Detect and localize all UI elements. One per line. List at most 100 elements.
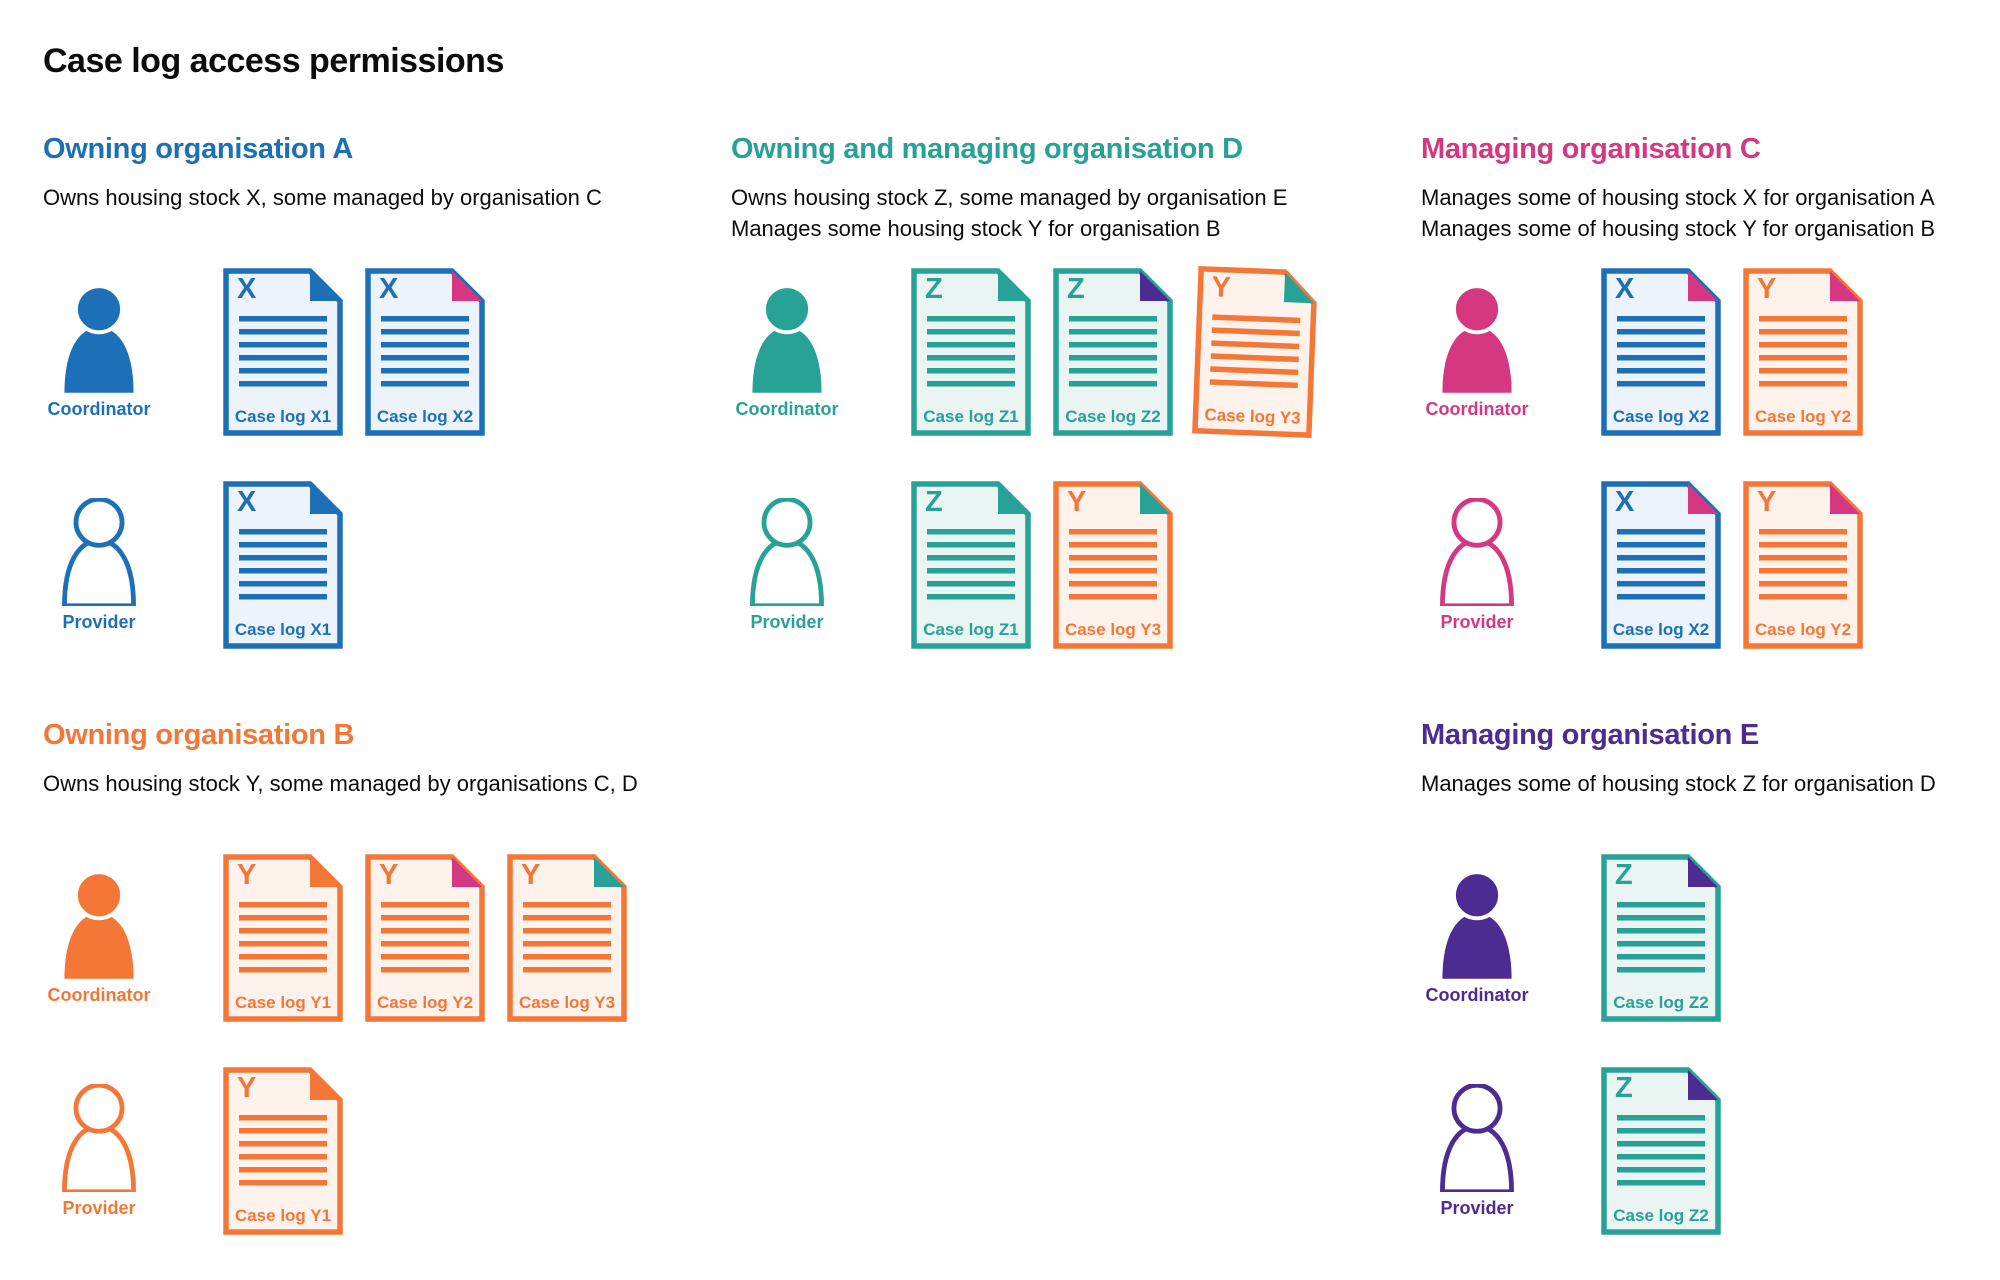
role-label: Provider — [1440, 1197, 1514, 1218]
case-log-label: Case log Z1 — [923, 407, 1019, 426]
case-log-document: Y Case log Y2 — [1743, 481, 1863, 649]
coordinator-row: Coordinator Z Case log Z1 Z — [731, 266, 1421, 438]
section-description: Manages some of housing stock X for orga… — [1421, 182, 1957, 244]
provider-figure: Provider — [43, 497, 155, 633]
case-log-label: Case log Z1 — [923, 620, 1019, 639]
section-heading: Owning organisation A — [43, 133, 354, 165]
case-log-label: Case log X1 — [234, 620, 332, 639]
case-log-document: Y Case log Y3 — [1192, 266, 1318, 438]
case-log-label: Case log Y2 — [1754, 620, 1852, 639]
description-line: Owns housing stock Y, some managed by or… — [43, 771, 638, 796]
role-label: Coordinator — [735, 398, 839, 419]
section-managing-organisation-c: Managing organisation C Manages some of … — [1421, 133, 1957, 649]
case-log-document: X Case log X1 — [223, 481, 343, 649]
case-log-document: Y Case log Y3 — [1053, 481, 1173, 649]
coordinator-row: Coordinator X Case log X2 Y — [1421, 268, 1957, 436]
stock-letter: Z — [1615, 1072, 1633, 1104]
section-description: Owns housing stock Y, some managed by or… — [43, 768, 731, 830]
case-log-document: Y Case log Y1 — [223, 854, 343, 1022]
coordinator-row: Coordinator Y Case log Y1 Y — [43, 854, 731, 1022]
provider-figure: Provider — [731, 497, 843, 633]
document-icon — [223, 268, 343, 436]
role-label: Provider — [62, 1197, 136, 1218]
document-icon — [223, 854, 343, 1022]
case-log-document: Y Case log Y2 — [1743, 268, 1863, 436]
provider-row: Provider X Case log X2 Y Cas — [1421, 481, 1957, 649]
document-icon — [1601, 1067, 1721, 1235]
stock-letter: Y — [1067, 486, 1087, 518]
case-log-document: Z Case log Z2 — [1601, 1067, 1721, 1235]
section-owning-organisation-b: Owning organisation B Owns housing stock… — [43, 719, 731, 1235]
description-line: Owns housing stock X, some managed by or… — [43, 185, 602, 210]
role-label: Coordinator — [47, 984, 151, 1005]
document-icon — [1743, 481, 1863, 649]
coordinator-row: Coordinator Z Case log Z2 — [1421, 854, 1957, 1022]
section-description: Manages some of housing stock Z for orga… — [1421, 768, 1957, 830]
description-line: Manages some of housing stock Z for orga… — [1421, 771, 1936, 796]
document-icon — [911, 481, 1031, 649]
case-log-document: Z Case log Z2 — [1053, 268, 1173, 436]
provider-figure: Provider — [1421, 1083, 1533, 1219]
case-log-label: Case log Y3 — [518, 993, 616, 1012]
case-log-document: Z Case log Z1 — [911, 268, 1031, 436]
role-label: Coordinator — [1425, 984, 1529, 1005]
page-title: Case log access permissions — [43, 42, 504, 80]
description-line: Manages some of housing stock Y for orga… — [1421, 216, 1936, 241]
provider-person-icon — [1440, 497, 1514, 606]
stock-letter: Y — [1757, 273, 1777, 305]
description-line: Owns housing stock Z, some managed by or… — [731, 185, 1288, 210]
provider-row: Provider X Case log X1 — [43, 481, 731, 649]
stock-letter: Y — [1210, 271, 1232, 305]
case-log-document: X Case log X2 — [365, 268, 485, 436]
provider-row: Provider Z Case log Z2 — [1421, 1067, 1957, 1235]
description-line: Manages some housing stock Y for organis… — [731, 216, 1221, 241]
stock-letter: X — [237, 273, 257, 305]
case-log-label: Case log Z2 — [1613, 993, 1709, 1012]
document-icon — [911, 268, 1031, 436]
stock-letter: Y — [379, 859, 399, 891]
section-heading: Managing organisation C — [1421, 133, 1761, 165]
stock-letter: Y — [237, 1072, 257, 1104]
coordinator-person-icon — [64, 870, 134, 979]
stock-letter: Z — [925, 486, 943, 518]
case-log-label: Case log Z2 — [1613, 1206, 1709, 1225]
section-description: Owns housing stock Z, some managed by or… — [731, 182, 1421, 244]
provider-figure: Provider — [43, 1083, 155, 1219]
stock-letter: X — [1615, 273, 1635, 305]
section-heading: Owning organisation B — [43, 719, 355, 751]
case-log-document: X Case log X1 — [223, 268, 343, 436]
provider-row: Provider Z Case log Z1 Y Cas — [731, 481, 1421, 649]
case-log-document: Z Case log Z1 — [911, 481, 1031, 649]
case-log-document: X Case log X2 — [1601, 481, 1721, 649]
stock-letter: X — [379, 273, 399, 305]
document-icon — [1601, 481, 1721, 649]
case-log-document: X Case log X2 — [1601, 268, 1721, 436]
case-log-label: Case log X1 — [234, 407, 332, 426]
document-icon — [365, 268, 485, 436]
coordinator-person-icon — [752, 284, 822, 393]
case-log-label: Case log Y3 — [1204, 405, 1301, 428]
document-icon — [1053, 481, 1173, 649]
case-log-label: Case log X2 — [1612, 620, 1710, 639]
coordinator-figure: Coordinator — [731, 284, 843, 420]
stock-letter: Z — [1067, 273, 1085, 305]
coordinator-figure: Coordinator — [1421, 284, 1533, 420]
sections-grid: Owning organisation A Owns housing stock… — [43, 133, 1957, 1235]
section-heading: Owning and managing organisation D — [731, 133, 1243, 165]
case-log-document: Y Case log Y3 — [507, 854, 627, 1022]
stock-letter: Y — [1757, 486, 1777, 518]
document-icon — [1601, 854, 1721, 1022]
role-label: Coordinator — [47, 398, 151, 419]
provider-person-icon — [62, 1083, 136, 1192]
case-log-label: Case log Y1 — [234, 1206, 332, 1225]
case-log-label: Case log Y3 — [1064, 620, 1162, 639]
case-log-label: Case log Y2 — [1754, 407, 1852, 426]
description-line: Manages some of housing stock X for orga… — [1421, 185, 1935, 210]
document-icon — [223, 481, 343, 649]
document-icon — [223, 1067, 343, 1235]
provider-row: Provider Y Case log Y1 — [43, 1067, 731, 1235]
role-label: Provider — [1440, 611, 1514, 632]
coordinator-figure: Coordinator — [43, 284, 155, 420]
stock-letter: X — [237, 486, 257, 518]
document-icon — [1192, 266, 1317, 438]
